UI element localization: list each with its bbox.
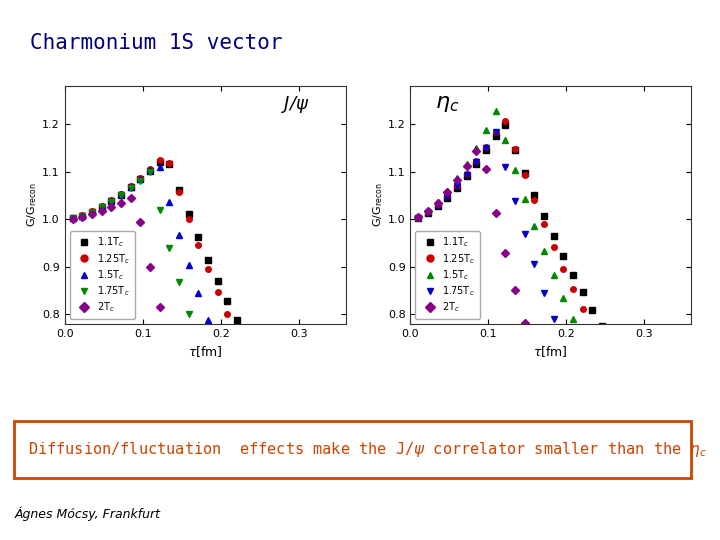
Legend: 1.1T$_c$, 1.25T$_c$, 1.5T$_c$, 1.75T$_c$, 2T$_c$: 1.1T$_c$, 1.25T$_c$, 1.5T$_c$, 1.75T$_c$…: [70, 231, 135, 319]
X-axis label: $\tau$[fm]: $\tau$[fm]: [188, 345, 222, 359]
Y-axis label: G/G$_\mathrm{recon}$: G/G$_\mathrm{recon}$: [372, 183, 385, 227]
Text: Charmonium 1S vector: Charmonium 1S vector: [30, 33, 282, 53]
Y-axis label: G/G$_\mathrm{recon}$: G/G$_\mathrm{recon}$: [26, 183, 40, 227]
Text: $\eta_c$: $\eta_c$: [435, 93, 459, 113]
Text: Diffusion/fluctuation  effects make the J/$\psi$ correlator smaller than the $\e: Diffusion/fluctuation effects make the J…: [28, 440, 707, 459]
X-axis label: $\tau$[fm]: $\tau$[fm]: [534, 345, 568, 359]
Text: Ágnes Mócsy, Frankfurt: Ágnes Mócsy, Frankfurt: [14, 507, 161, 522]
Legend: 1.1T$_c$, 1.25T$_c$, 1.5T$_c$, 1.75T$_c$, 2T$_c$: 1.1T$_c$, 1.25T$_c$, 1.5T$_c$, 1.75T$_c$…: [415, 231, 480, 319]
Text: J/$\psi$: J/$\psi$: [281, 93, 310, 114]
